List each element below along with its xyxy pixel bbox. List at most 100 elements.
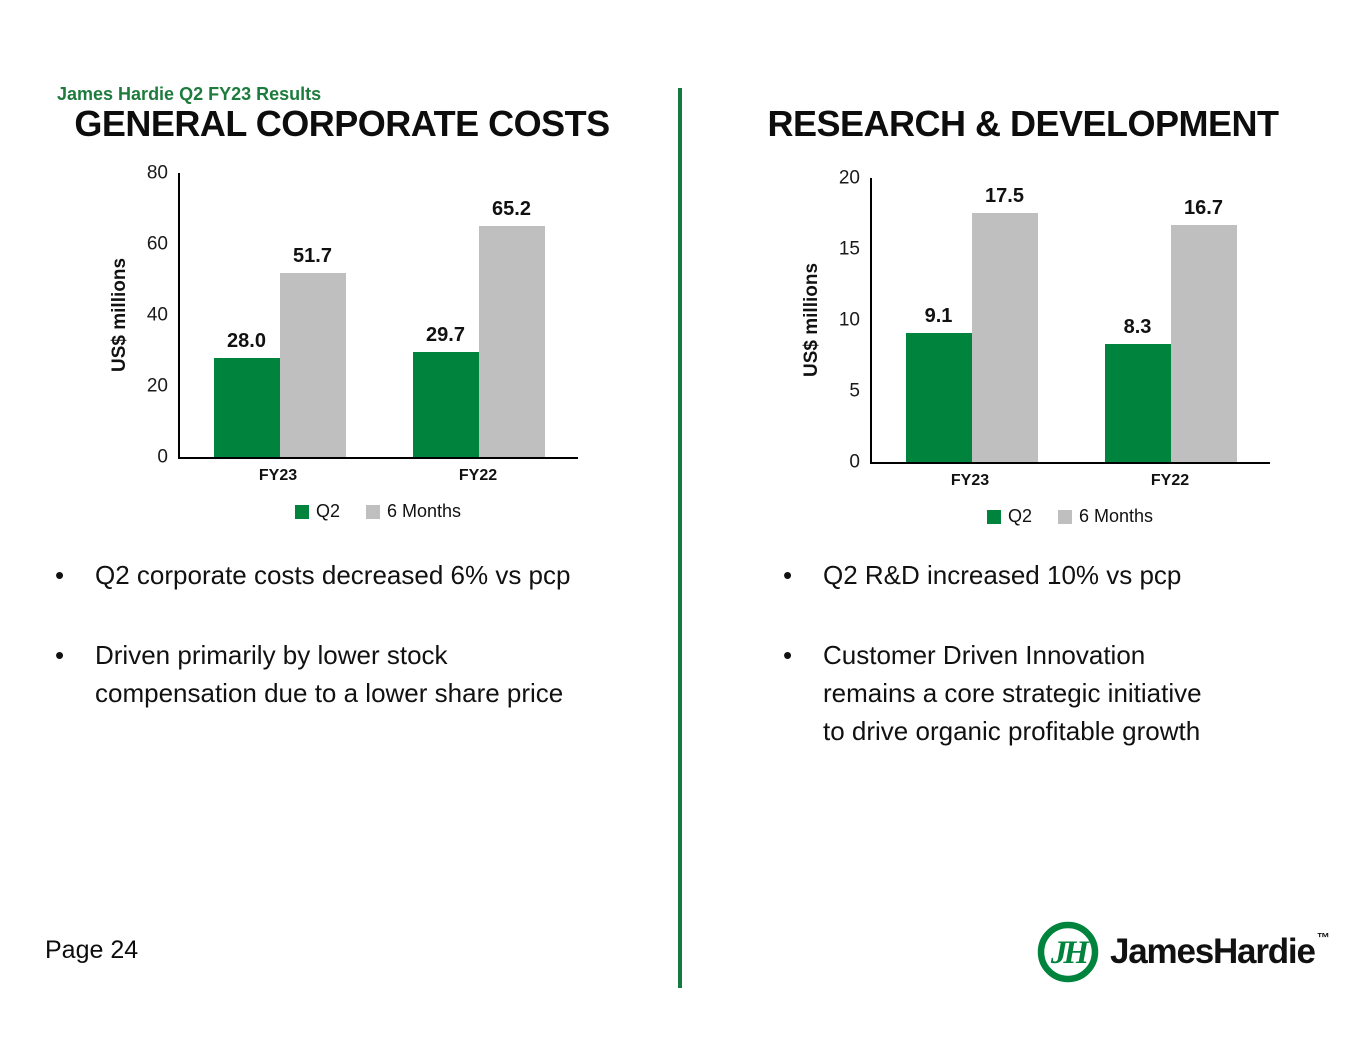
plot-area: 28.0 51.7 29.7 65.2 [178,173,578,459]
chart-legend: Q2 6 Months [178,501,578,522]
bar-6-months [279,273,346,457]
bar-6-months [971,213,1038,462]
bar-value-label: 51.7 [293,245,332,267]
james-hardie-logo: JH JamesHardie ™ [1036,920,1330,984]
bar-value-label: 29.7 [426,324,465,346]
legend-label: Q2 [315,501,340,521]
bullet-glyph: • [783,560,793,590]
bar-group-fy23: 9.1 17.5 [905,185,1038,462]
bullet-text: Driven primarily by lower stock compensa… [95,636,563,712]
bullet-line: Driven primarily by lower stock [95,640,448,670]
legend-item: 6 Months [365,501,462,522]
bullet-item: • Customer Driven Innovation remains a c… [783,636,1283,750]
y-axis-title: US$ millions [109,257,130,373]
y-tick-label: 40 [146,304,168,326]
legend-item: Q2 [986,506,1032,527]
bar-value-label: 17.5 [985,185,1024,207]
x-category-label: FY22 [458,467,498,484]
logo-trademark: ™ [1316,930,1330,945]
bar-q2 [1104,344,1171,462]
bar-6-months [1170,225,1237,462]
bar-cell: 8.3 [1104,316,1171,462]
bar-value-label: 16.7 [1184,197,1223,219]
logo-wordmark: JamesHardie ™ [1110,930,1330,972]
bar-cell: 29.7 [412,324,479,457]
x-axis-labels: FY23 FY22 [870,472,1270,490]
legend-label: 6 Months [1078,506,1154,526]
slide-eyebrow: James Hardie Q2 FY23 Results [57,84,322,104]
bar-q2 [213,358,280,457]
page-number: Page 24 [45,936,139,964]
legend-label: Q2 [1007,506,1032,526]
legend-swatch [1057,509,1072,524]
bar-cell: 28.0 [213,330,280,457]
x-category-label: FY22 [1150,472,1190,489]
bullet-line: to drive organic profitable growth [823,716,1201,746]
monogram-text: JH [1050,935,1091,971]
y-axis-title: US$ millions [801,262,822,378]
y-tick-label: 20 [838,167,860,189]
plot-column: 28.0 51.7 29.7 65.2 FY23 FY22 Q2 6 Months [178,173,578,522]
bullet-glyph: • [783,640,793,670]
bar-group-fy22: 29.7 65.2 [412,198,545,457]
bullet-text: Q2 corporate costs decreased 6% vs pcp [95,556,570,594]
x-axis-labels: FY23 FY22 [178,467,578,485]
y-tick-label: 5 [849,380,860,402]
y-tick-label: 15 [838,238,860,260]
right-bullet-list: • Q2 R&D increased 10% vs pcp • Customer… [783,556,1283,792]
bar-value-label: 28.0 [227,330,266,352]
legend-item: 6 Months [1057,506,1154,527]
legend-label: 6 Months [386,501,462,521]
y-tick-label: 0 [849,451,860,473]
chart-legend: Q2 6 Months [870,506,1270,527]
bullet-item: • Q2 corporate costs decreased 6% vs pcp [55,556,640,594]
plot-column: 9.1 17.5 8.3 16.7 FY23 FY22 Q2 6 Months [870,178,1270,527]
bar-cell: 17.5 [971,185,1038,462]
bar-cell: 9.1 [905,305,972,462]
bullet-line: remains a core strategic initiative [823,678,1202,708]
y-axis-ticks: 0 20 40 60 80 [133,164,178,467]
general-corporate-costs-chart: US$ millions 0 20 40 60 80 28.0 51.7 29.7 65.2 … [107,164,578,522]
bar-cell: 65.2 [478,198,545,457]
bullet-line: compensation due to a lower share price [95,678,564,708]
bullet-text: Customer Driven Innovation remains a cor… [823,636,1202,750]
bullet-line: Q2 R&D increased 10% vs pcp [823,560,1182,590]
x-category-label: FY23 [950,472,990,489]
bar-value-label: 65.2 [492,198,531,220]
legend-item: Q2 [294,501,340,522]
left-bullet-list: • Q2 corporate costs decreased 6% vs pcp… [55,556,640,754]
bar-value-label: 9.1 [924,305,953,327]
research-development-chart: US$ millions 0 5 10 15 20 9.1 17.5 8.3 16.7 FY2… [799,169,1270,527]
legend-swatch [294,504,309,519]
bar-q2 [905,333,972,462]
x-category-label: FY23 [258,467,298,484]
y-tick-label: 20 [146,375,168,397]
bar-cell: 16.7 [1170,197,1237,462]
logo-wordmark-text: JamesHardie [1110,932,1316,971]
y-tick-label: 80 [146,162,168,184]
bar-6-months [478,226,545,457]
left-panel-title: GENERAL CORPORATE COSTS [74,103,610,144]
james-hardie-monogram-icon: JH [1037,921,1099,983]
bullet-text: Q2 R&D increased 10% vs pcp [823,556,1181,594]
bar-value-label: 8.3 [1123,316,1152,338]
bullet-item: • Q2 R&D increased 10% vs pcp [783,556,1283,594]
bar-group-fy23: 28.0 51.7 [213,245,346,457]
bullet-glyph: • [55,560,65,590]
right-panel-title: RESEARCH & DEVELOPMENT [767,103,1279,144]
bar-cell: 51.7 [279,245,346,457]
bullet-line: Q2 corporate costs decreased 6% vs pcp [95,560,571,590]
legend-swatch [365,504,380,519]
y-tick-label: 0 [157,446,168,468]
plot-area: 9.1 17.5 8.3 16.7 [870,178,1270,464]
bar-q2 [412,352,479,457]
legend-swatch [986,509,1001,524]
bar-group-fy22: 8.3 16.7 [1104,197,1237,462]
y-axis-ticks: 0 5 10 15 20 [825,169,870,472]
bullet-glyph: • [55,640,65,670]
bullet-item: • Driven primarily by lower stock compen… [55,636,640,712]
y-tick-label: 10 [838,309,860,331]
bullet-line: Customer Driven Innovation [823,640,1146,670]
y-tick-label: 60 [146,233,168,255]
